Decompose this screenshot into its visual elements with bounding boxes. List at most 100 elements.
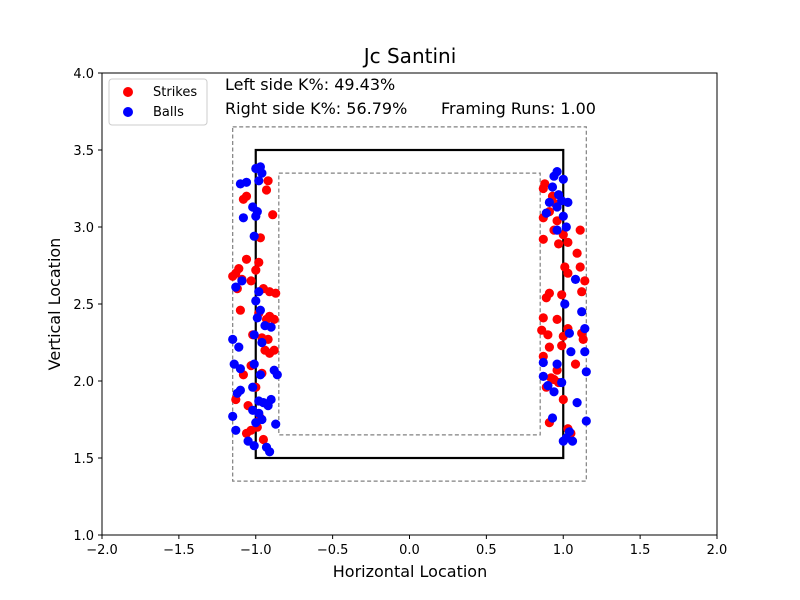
legend-balls-label: Balls [153,105,184,120]
y-tick-label: 2.0 [73,375,94,390]
point-balls [544,197,555,207]
point-balls [251,211,261,221]
point-strikes [246,276,256,286]
point-strikes [558,394,568,405]
point-strikes [572,248,582,258]
point-strikes [557,290,567,300]
points-group [228,162,591,457]
right-k-annotation: Right side K%: 56.79% [225,99,407,118]
point-strikes [254,257,264,267]
point-balls [581,416,591,426]
y-tick-label: 3.5 [73,144,94,159]
point-strikes [261,185,272,195]
point-balls [255,370,265,380]
x-tick-label: 1.5 [630,543,651,558]
point-balls [557,377,567,388]
point-balls [257,337,267,348]
point-balls [558,436,568,446]
point-balls [549,387,559,397]
y-tick-label: 1.5 [73,452,94,467]
point-strikes [241,191,252,201]
point-balls [254,287,264,297]
point-strikes [538,313,548,323]
point-balls [228,334,238,344]
point-balls [248,382,258,392]
point-strikes [271,288,281,298]
x-tick-label: −1.0 [240,543,272,558]
point-balls [272,370,282,380]
point-balls [234,342,244,352]
legend: Strikes Balls [108,78,208,126]
point-strikes [263,176,273,186]
framing-runs-annotation: Framing Runs: 1.00 [441,99,596,118]
point-balls [538,357,548,368]
point-balls [231,282,241,292]
point-strikes [543,330,553,340]
x-tick-label: 0.0 [399,543,420,558]
point-balls [266,322,276,332]
point-strikes [235,305,245,315]
point-strikes [251,265,261,275]
point-balls [251,418,261,428]
point-balls [543,381,553,391]
point-balls [552,202,562,212]
x-axis-ticks: −2.0 −1.5 −1.0 −0.5 0.0 0.5 1.0 1.5 2.0 [86,535,727,558]
legend-balls-marker [123,107,133,117]
legend-strikes-marker [123,87,133,97]
point-balls [581,367,591,377]
legend-strikes-label: Strikes [153,85,197,100]
point-balls [249,441,259,451]
point-strikes [234,264,244,274]
point-balls [237,276,247,286]
point-balls [564,328,575,338]
point-balls [257,168,267,178]
point-balls [252,313,262,323]
x-tick-label: 0.5 [476,543,497,558]
point-balls [241,177,252,187]
point-balls [265,447,275,457]
point-balls [580,324,590,334]
point-balls [577,307,587,317]
point-balls [558,174,568,184]
point-balls [254,176,264,186]
y-axis-label: Vertical Location [45,238,64,371]
y-tick-label: 3.0 [73,221,94,236]
point-strikes [552,314,562,324]
point-balls [558,211,568,221]
point-strikes [577,287,587,297]
point-balls [561,222,571,232]
point-strikes [241,428,252,438]
point-balls [249,359,259,369]
y-tick-label: 4.0 [73,67,94,82]
point-balls [228,411,238,421]
point-strikes [541,293,551,303]
point-balls [560,299,570,309]
point-balls [238,213,248,223]
point-strikes [575,225,585,235]
point-balls [235,364,245,374]
x-axis-label: Horizontal Location [333,562,487,581]
point-balls [580,347,590,357]
legend-box [108,78,208,126]
point-strikes [554,239,564,249]
point-balls [249,231,259,241]
point-strikes [575,262,585,272]
y-tick-label: 2.5 [73,298,94,313]
point-strikes [268,210,278,220]
x-tick-label: −0.5 [317,543,349,558]
point-balls [251,296,261,306]
y-axis-ticks: 1.0 1.5 2.0 2.5 3.0 3.5 4.0 [73,67,102,544]
point-balls [541,208,551,218]
outer-zone-rect [232,126,587,482]
point-strikes [557,341,567,351]
point-strikes [241,254,252,264]
point-balls [552,359,562,369]
x-tick-label: −1.5 [163,543,195,558]
point-balls [271,419,281,429]
point-strikes [570,359,581,369]
point-balls [566,347,576,357]
y-tick-label: 1.0 [73,529,94,544]
point-strikes [578,334,588,344]
point-strikes [538,183,548,194]
